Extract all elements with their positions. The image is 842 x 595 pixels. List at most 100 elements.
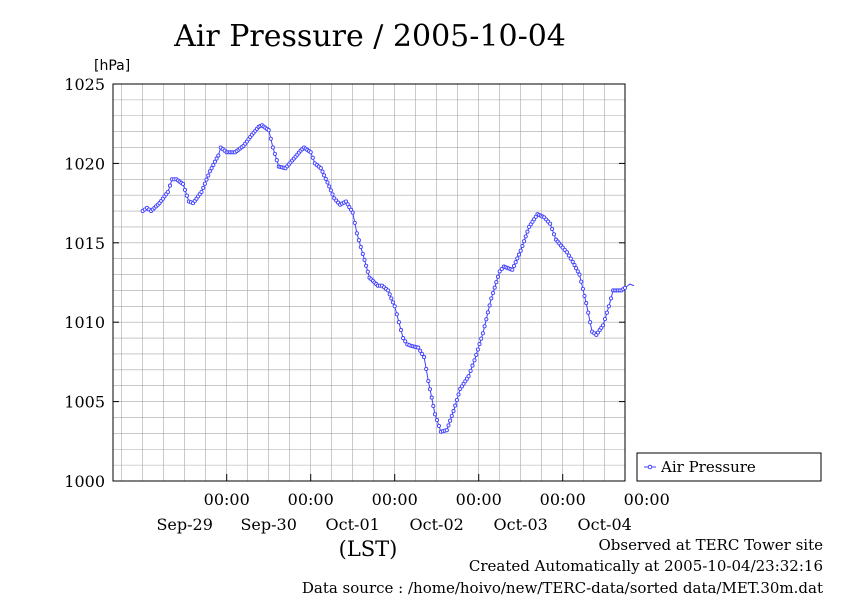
data-point <box>466 374 471 379</box>
data-point <box>392 304 397 309</box>
data-point <box>202 181 207 186</box>
footer-observed-site: Observed at TERC Tower site <box>598 536 823 554</box>
data-point <box>362 257 367 262</box>
data-point <box>497 269 502 274</box>
data-point <box>577 272 582 277</box>
data-point <box>482 324 487 329</box>
data-point <box>327 184 332 189</box>
data-point <box>209 166 214 171</box>
data-point <box>550 226 555 232</box>
data-point <box>308 150 313 155</box>
x-tick-date-label: Sep-30 <box>240 515 296 534</box>
legend-box <box>636 452 822 482</box>
data-point <box>489 296 494 301</box>
data-point <box>477 342 482 347</box>
data-point <box>448 418 453 423</box>
data-point <box>492 285 497 290</box>
data-point <box>586 310 591 315</box>
y-tick-label: 1000 <box>64 472 105 491</box>
data-point <box>199 189 204 195</box>
data-point <box>389 296 394 301</box>
data-point <box>429 395 434 400</box>
data-point <box>468 368 473 373</box>
data-point <box>396 320 401 325</box>
data-point <box>485 310 490 315</box>
data-point <box>207 169 212 174</box>
data-point <box>356 238 361 243</box>
data-point <box>606 304 611 309</box>
data-point <box>401 336 406 341</box>
data-point <box>422 355 427 360</box>
y-tick-label: 1010 <box>64 313 105 332</box>
data-point <box>385 288 391 293</box>
data-point <box>525 229 530 234</box>
data-point <box>206 173 211 178</box>
data-point <box>323 176 328 181</box>
data-point <box>387 292 392 297</box>
legend-label-air-pressure: Air Pressure <box>660 458 756 476</box>
data-point <box>518 248 523 253</box>
data-point <box>328 188 333 193</box>
data-point <box>184 193 189 198</box>
data-point <box>358 244 363 250</box>
grid-lines <box>113 84 625 481</box>
data-point <box>495 274 501 279</box>
data-point <box>274 158 279 163</box>
data-point <box>320 169 325 174</box>
data-point <box>602 316 608 322</box>
data-point <box>479 336 484 341</box>
data-point <box>390 300 396 305</box>
data-point <box>451 409 456 414</box>
data-point <box>266 128 271 133</box>
data-point <box>499 266 504 272</box>
data-point <box>475 347 480 352</box>
x-axis-ticks: 00:00 Sep-29 00:00 Sep-30 00:00 Oct-01 00:00 Oc… <box>156 474 670 534</box>
data-point <box>584 301 589 306</box>
data-point <box>201 185 206 190</box>
data-point <box>360 251 365 256</box>
data-point <box>604 310 609 315</box>
x-tick-time-label: 00:00 <box>204 490 250 509</box>
legend: Air Pressure <box>636 452 822 482</box>
data-point <box>214 156 219 161</box>
x-tick-time-label: 00:00 <box>288 490 334 509</box>
x-tick-time-label: 00:00 <box>624 490 670 509</box>
data-point <box>564 250 569 255</box>
y-tick-label: 1005 <box>64 393 105 412</box>
data-point <box>622 285 627 290</box>
x-tick-time-label: 00:00 <box>456 490 502 509</box>
data-point <box>352 220 357 225</box>
data-point <box>490 290 496 296</box>
data-point <box>510 267 515 272</box>
data-point <box>472 358 477 363</box>
data-point <box>427 387 433 392</box>
plot-frame <box>112 83 626 482</box>
data-point <box>487 303 492 308</box>
data-point <box>511 263 517 269</box>
data-point <box>211 162 216 168</box>
data-point <box>444 428 449 433</box>
data-point <box>579 279 584 284</box>
data-point <box>416 345 421 350</box>
data-point <box>325 180 330 185</box>
data-point <box>456 392 461 397</box>
data-point <box>272 151 277 156</box>
data-point <box>403 339 408 344</box>
data-point <box>608 296 614 301</box>
data-point <box>548 221 553 226</box>
x-tick-date-label: Oct-03 <box>494 515 548 534</box>
data-point <box>454 397 459 403</box>
data-point <box>434 418 440 423</box>
data-point <box>566 253 571 258</box>
data-point <box>513 260 518 265</box>
data-point <box>343 199 349 204</box>
data-point <box>394 312 399 317</box>
data-point <box>474 352 479 357</box>
data-point <box>418 348 423 353</box>
y-tick-label: 1015 <box>64 234 105 253</box>
x-tick-date-label: Oct-04 <box>578 515 632 534</box>
series-air-pressure <box>140 123 635 434</box>
data-point <box>446 423 451 428</box>
footer-created-timestamp: Created Automatically at 2005-10-04/23:3… <box>469 557 823 575</box>
data-point <box>494 280 499 285</box>
